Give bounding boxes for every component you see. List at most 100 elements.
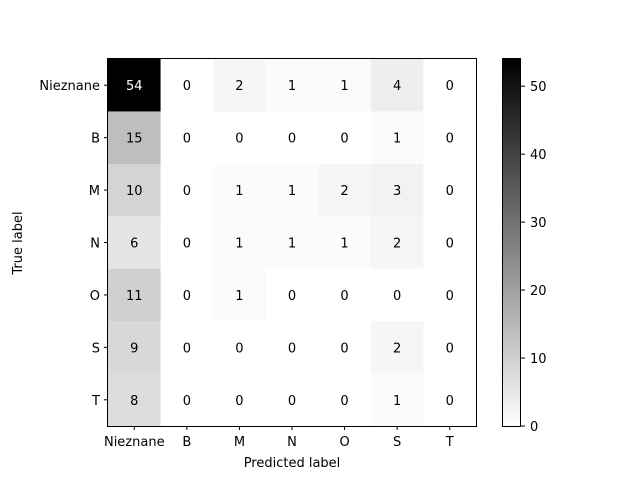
cell-value-label: 1 <box>393 132 401 147</box>
cell-value-label: 0 <box>288 289 296 304</box>
heatmap-cell <box>108 111 162 165</box>
heatmap-cell <box>423 163 477 217</box>
cell-value-label: 0 <box>183 289 191 304</box>
cell-value-label: 0 <box>340 341 348 356</box>
y-tick-label: S <box>92 341 100 356</box>
heatmap-cell <box>160 373 214 427</box>
colorbar-ticks: 0 10 20 30 40 50 <box>521 80 547 435</box>
heatmap-cell <box>370 216 424 270</box>
x-tick-label: Nieznane <box>104 435 165 450</box>
x-tick-label: N <box>287 435 297 450</box>
cell-value-label: 11 <box>126 289 143 304</box>
x-tick-label: O <box>339 435 349 450</box>
cell-value-label: 0 <box>183 132 191 147</box>
heatmap-cell <box>160 111 214 165</box>
cell-value-label: 1 <box>393 394 401 409</box>
cell-value-label: 0 <box>446 394 454 409</box>
heatmap-cell <box>265 216 319 270</box>
x-tick-label: M <box>234 435 245 450</box>
cell-value-label: 0 <box>340 132 348 147</box>
cell-value-label: 0 <box>183 237 191 252</box>
heatmap-cell <box>318 216 372 270</box>
heatmap-cells: 54 0 2 1 1 4 015 0 0 0 0 1 010 0 1 1 2 3 06 0 1 1 1 2 011 0 1 0 0 0 09… <box>108 59 477 427</box>
x-tick-label: B <box>182 435 191 450</box>
heatmap-cell <box>108 163 162 217</box>
cell-value-label: 0 <box>235 132 243 147</box>
colorbar-tick-label: 30 <box>530 216 547 231</box>
cell-value-label: 0 <box>446 289 454 304</box>
heatmap-cell <box>213 216 267 270</box>
heatmap-cell <box>265 321 319 375</box>
x-axis-label: Predicted label <box>244 456 341 471</box>
cell-value-label: 0 <box>446 341 454 356</box>
heatmap-cell <box>160 59 214 112</box>
heatmap-cell <box>265 373 319 427</box>
cell-value-label: 9 <box>130 341 138 356</box>
colorbar <box>502 58 521 427</box>
heatmap-cell <box>423 268 477 322</box>
y-tick-label: T <box>91 394 100 409</box>
heatmap-cell <box>265 111 319 165</box>
cell-value-label: 2 <box>393 341 401 356</box>
heatmap-cell <box>370 268 424 322</box>
cell-value-label: 0 <box>446 237 454 252</box>
y-tick-label: Nieznane <box>39 79 100 94</box>
y-axis-ticks: Nieznane B M N O S T <box>39 79 108 409</box>
cell-value-label: 0 <box>235 394 243 409</box>
heatmap-cell <box>160 163 214 217</box>
heatmap-cell <box>108 59 162 112</box>
heatmap-cell <box>318 163 372 217</box>
cell-value-label: 0 <box>288 394 296 409</box>
cell-value-label: 1 <box>288 184 296 199</box>
y-tick-label: O <box>90 289 100 304</box>
colorbar-tick-label: 0 <box>530 420 538 435</box>
cell-value-label: 15 <box>126 132 143 147</box>
heatmap-cell <box>108 268 162 322</box>
heatmap-cell <box>213 59 267 112</box>
colorbar-tick-label: 40 <box>530 148 547 163</box>
heatmap-cell <box>423 216 477 270</box>
heatmap-cell <box>265 59 319 112</box>
heatmap-cell <box>213 163 267 217</box>
cell-value-label: 2 <box>393 237 401 252</box>
cell-value-label: 0 <box>393 289 401 304</box>
heatmap-cell <box>318 321 372 375</box>
cell-value-label: 1 <box>340 79 348 94</box>
heatmap-cell <box>370 163 424 217</box>
cell-value-label: 1 <box>235 237 243 252</box>
y-tick-label: B <box>91 132 100 147</box>
cell-value-label: 0 <box>288 132 296 147</box>
cell-value-label: 0 <box>183 341 191 356</box>
cell-value-label: 2 <box>235 79 243 94</box>
cell-value-label: 3 <box>393 184 401 199</box>
cell-value-label: 0 <box>183 184 191 199</box>
cell-value-label: 2 <box>340 184 348 199</box>
cell-value-label: 0 <box>446 184 454 199</box>
cell-value-label: 0 <box>340 394 348 409</box>
cell-value-label: 1 <box>288 79 296 94</box>
cell-value-label: 8 <box>130 394 138 409</box>
cell-value-label: 0 <box>446 132 454 147</box>
cell-value-label: 1 <box>235 184 243 199</box>
heatmap-cell <box>213 321 267 375</box>
cell-value-label: 1 <box>288 237 296 252</box>
heatmap-cell <box>160 216 214 270</box>
heatmap-cell <box>213 268 267 322</box>
heatmap-cell <box>318 373 372 427</box>
cell-value-label: 0 <box>288 341 296 356</box>
cell-value-label: 0 <box>446 79 454 94</box>
heatmap-cell <box>370 373 424 427</box>
heatmap-cell <box>160 268 214 322</box>
x-axis-ticks: Nieznane B M N O S T <box>104 426 454 450</box>
heatmap-cell <box>423 59 477 112</box>
y-tick-label: M <box>89 184 100 199</box>
cell-value-label: 4 <box>393 79 401 94</box>
heatmap-cell <box>265 163 319 217</box>
heatmap-cell <box>265 268 319 322</box>
heatmap-cell <box>108 216 162 270</box>
y-axis-label: True label <box>11 211 26 275</box>
heatmap-cell <box>370 321 424 375</box>
cell-value-label: 6 <box>130 237 138 252</box>
colorbar-tick-label: 10 <box>530 352 547 367</box>
